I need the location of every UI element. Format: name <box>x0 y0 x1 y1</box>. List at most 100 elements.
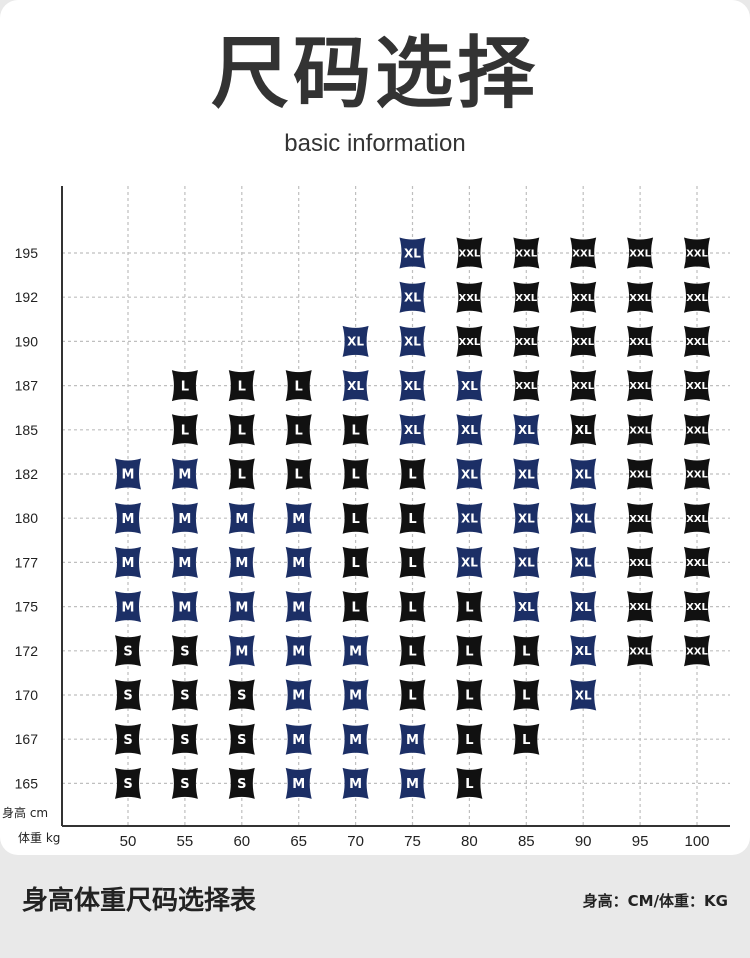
size-tag-label: S <box>123 777 132 792</box>
size-tag-label: XL <box>518 556 535 570</box>
size-tag-label: XL <box>461 556 478 570</box>
size-tag-label: M <box>122 556 135 571</box>
size-tag <box>456 414 483 446</box>
size-tag <box>342 767 369 799</box>
size-tag <box>513 237 540 269</box>
size-tag-label: M <box>235 512 248 527</box>
y-tick-label: 182 <box>15 466 39 482</box>
size-tag <box>570 281 597 313</box>
size-tag-label: XL <box>461 512 478 526</box>
y-tick-label: 165 <box>15 775 39 791</box>
size-tag <box>513 458 540 490</box>
x-tick-label: 75 <box>404 833 421 850</box>
size-tag-label: XXL <box>459 293 481 304</box>
size-tag <box>627 414 654 446</box>
size-tag <box>456 325 483 357</box>
size-tag <box>570 502 597 534</box>
size-tag-label: XXL <box>686 293 708 304</box>
size-tag-label: XL <box>461 423 478 437</box>
size-tag-label: L <box>408 556 416 571</box>
size-tag-label: L <box>522 689 530 704</box>
size-tag <box>285 414 312 446</box>
size-tag <box>399 237 426 269</box>
size-tag <box>456 281 483 313</box>
x-tick-label: 95 <box>632 833 649 850</box>
size-tag-label: XXL <box>515 249 537 260</box>
size-tag <box>570 237 597 269</box>
size-tag <box>570 325 597 357</box>
size-tag <box>171 723 198 755</box>
size-tag <box>627 635 654 667</box>
size-tag <box>570 414 597 446</box>
size-tag-label: M <box>122 600 135 615</box>
size-tag <box>115 591 141 623</box>
size-tag-label: M <box>178 468 191 483</box>
size-tag-label: M <box>292 777 305 792</box>
size-tag <box>684 591 710 623</box>
size-tag <box>115 502 141 534</box>
size-tag <box>228 502 255 534</box>
size-tag-label: S <box>123 644 132 659</box>
size-tag-label: XL <box>575 688 592 702</box>
size-tag-label: XXL <box>686 514 708 525</box>
size-tag-label: XXL <box>572 381 594 392</box>
size-tag-label: XL <box>404 379 421 393</box>
size-tag <box>342 546 369 578</box>
x-tick-label: 65 <box>290 833 307 850</box>
size-tag-label: M <box>178 600 191 615</box>
size-tag-label: XXL <box>686 646 708 657</box>
size-tag-label: XL <box>518 512 535 526</box>
size-tag-label: M <box>292 733 305 748</box>
size-tag-label: XXL <box>572 293 594 304</box>
size-tag <box>627 370 654 402</box>
size-tag-label: L <box>522 733 530 748</box>
size-tag <box>342 458 369 490</box>
size-tag <box>115 723 141 755</box>
size-tag-label: M <box>406 733 419 748</box>
size-tag-label: XL <box>575 467 592 481</box>
size-tag-label: XXL <box>686 558 708 569</box>
y-tick-label: 167 <box>15 731 39 747</box>
size-tag <box>684 635 710 667</box>
size-tag-label: L <box>295 379 303 394</box>
size-tag <box>570 591 597 623</box>
size-tag-label: L <box>295 423 303 438</box>
size-tag <box>684 414 710 446</box>
x-tick-label: 80 <box>461 833 478 850</box>
size-tag <box>570 370 597 402</box>
size-tag-label: L <box>465 600 473 615</box>
size-tag <box>228 370 255 402</box>
size-tag <box>399 370 426 402</box>
size-tag <box>171 502 198 534</box>
size-tag <box>342 325 369 357</box>
size-tag-label: XL <box>575 512 592 526</box>
size-tag <box>570 458 597 490</box>
size-tag <box>570 679 597 711</box>
size-tag <box>399 281 426 313</box>
size-tag <box>285 458 312 490</box>
size-tag-label: L <box>408 600 416 615</box>
size-tag <box>399 679 426 711</box>
size-tag <box>228 414 255 446</box>
size-tag <box>228 679 255 711</box>
size-tag-label: L <box>408 689 416 704</box>
size-tag <box>684 370 710 402</box>
size-tag <box>513 635 540 667</box>
size-tag <box>115 458 141 490</box>
x-tick-label: 70 <box>347 833 364 850</box>
x-tick-label: 60 <box>233 833 250 850</box>
size-tag-label: XXL <box>459 337 481 348</box>
size-tag <box>342 635 369 667</box>
size-tag-label: XL <box>518 467 535 481</box>
size-tag-label: L <box>351 512 359 527</box>
size-tag-label: XXL <box>629 425 651 436</box>
size-tag <box>456 502 483 534</box>
size-tag-label: XL <box>347 379 364 393</box>
size-tag <box>285 679 312 711</box>
size-tag-label: XL <box>575 556 592 570</box>
size-tag-label: XXL <box>629 381 651 392</box>
size-tag-label: L <box>351 556 359 571</box>
x-tick-label: 100 <box>684 833 709 850</box>
size-tag <box>228 591 255 623</box>
size-tag <box>285 635 312 667</box>
